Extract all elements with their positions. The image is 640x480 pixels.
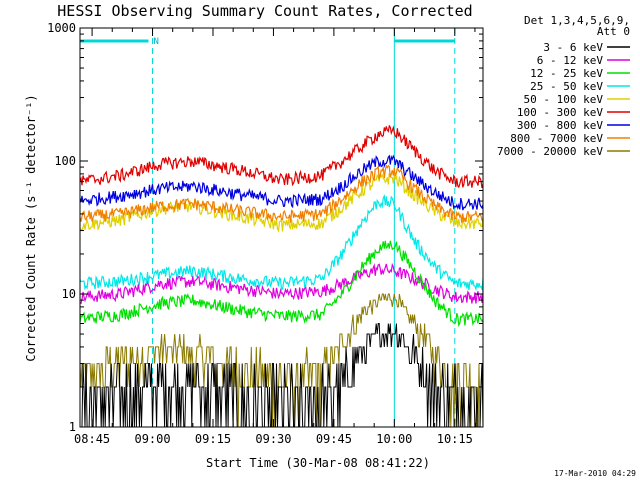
legend-entry-label: 7000 - 20000 keV <box>497 145 603 158</box>
y-tick-label: 1000 <box>47 21 76 35</box>
legend-entry-label: 25 - 50 keV <box>530 80 603 93</box>
series-line <box>80 154 483 211</box>
x-tick-label: 10:00 <box>376 432 412 446</box>
plot-frame <box>79 27 484 428</box>
legend-entry-label: 6 - 12 keV <box>537 54 604 67</box>
legend-entry-label: 3 - 6 keV <box>543 41 603 54</box>
series-line <box>80 262 483 305</box>
x-tick-label: 09:45 <box>316 432 352 446</box>
legend-entry-label: 100 - 300 keV <box>517 106 603 119</box>
footer-timestamp: 17-Mar-2010 04:29 <box>554 469 636 478</box>
y-axis: 1 10 100 1000 <box>47 21 483 434</box>
series-line <box>80 323 483 427</box>
night-label: N <box>154 37 159 47</box>
x-tick-label: 09:15 <box>195 432 231 446</box>
y-axis-title: Corrected Count Rate (s⁻¹ detector⁻¹) <box>24 94 38 361</box>
x-tick-label: 09:00 <box>134 432 170 446</box>
series-line <box>80 240 483 328</box>
legend-entry-label: 50 - 100 keV <box>524 93 604 106</box>
y-tick-label: 1 <box>69 420 76 434</box>
x-tick-label: 08:45 <box>74 432 110 446</box>
legend-entry-label: 12 - 25 keV <box>530 67 603 80</box>
legend-header: Att 0 <box>597 25 630 38</box>
legend-header: Det 1,3,4,5,6,9, <box>524 14 630 27</box>
time-markers <box>152 28 456 427</box>
y-tick-label: 100 <box>54 154 76 168</box>
x-tick-label: 09:30 <box>255 432 291 446</box>
x-axis: 08:45 09:00 09:15 09:30 09:45 10:00 10:15 <box>74 28 476 446</box>
series-layer <box>80 124 483 427</box>
y-tick-label: 10 <box>62 287 76 301</box>
x-tick-label: 10:15 <box>437 432 473 446</box>
legend-entry-label: 300 - 800 keV <box>517 119 603 132</box>
series-line <box>80 164 483 224</box>
chart-title: HESSI Observing Summary Count Rates, Cor… <box>57 2 472 20</box>
plot-area: N <box>80 28 483 427</box>
series-line <box>80 193 483 292</box>
x-axis-title: Start Time (30-Mar-08 08:41:22) <box>206 456 430 470</box>
series-line <box>80 124 483 189</box>
legend-entry-label: 800 - 7000 keV <box>510 132 603 145</box>
night-bars: N <box>80 37 455 47</box>
